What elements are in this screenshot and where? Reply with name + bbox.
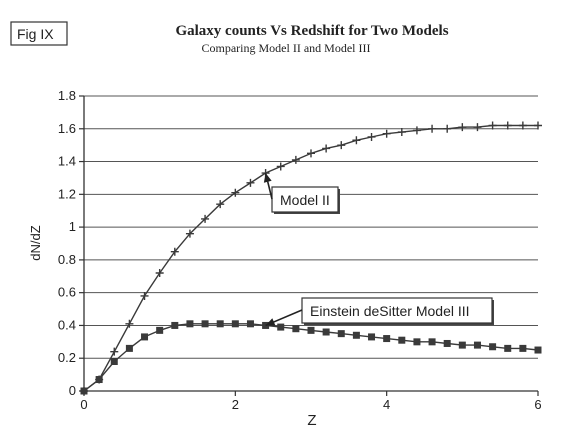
data-point-plus bbox=[534, 121, 542, 130]
y-tick-label: 0.2 bbox=[58, 350, 76, 365]
y-tick-label: 1 bbox=[69, 219, 76, 234]
data-point-plus bbox=[367, 132, 376, 141]
data-point-square bbox=[368, 333, 376, 341]
data-point-plus bbox=[110, 347, 119, 356]
callout-box bbox=[301, 297, 493, 324]
y-tick-label: 1.6 bbox=[58, 121, 76, 136]
data-point-plus bbox=[337, 141, 346, 150]
data-point-square bbox=[156, 326, 164, 334]
data-point-square bbox=[292, 325, 300, 333]
data-point-square bbox=[141, 333, 149, 341]
y-tick-label: 1.8 bbox=[58, 88, 76, 103]
data-point-square bbox=[201, 320, 209, 328]
data-point-plus bbox=[488, 121, 497, 130]
data-point-square bbox=[489, 343, 497, 351]
callout-arrowhead bbox=[265, 318, 276, 326]
x-axis-title: Z bbox=[307, 412, 316, 429]
chart-subtitle: Comparing Model II and Model III bbox=[202, 41, 371, 55]
data-point-square bbox=[458, 341, 466, 349]
data-point-plus bbox=[458, 123, 467, 132]
data-point-square bbox=[428, 338, 436, 346]
data-point-square bbox=[322, 328, 330, 336]
data-point-plus bbox=[503, 121, 512, 130]
data-point-plus bbox=[125, 319, 134, 328]
data-point-plus bbox=[140, 291, 149, 300]
data-point-plus bbox=[231, 188, 240, 197]
callout-model-iii: Einstein deSitter Model III bbox=[265, 297, 494, 327]
data-point-plus bbox=[291, 155, 300, 164]
data-point-plus bbox=[397, 128, 406, 137]
data-point-plus bbox=[276, 162, 285, 171]
data-point-square bbox=[125, 344, 133, 352]
data-point-plus bbox=[443, 124, 452, 133]
x-tick-label: 2 bbox=[232, 397, 239, 412]
data-point-square bbox=[413, 338, 421, 346]
data-point-plus bbox=[428, 124, 437, 133]
data-point-square bbox=[473, 341, 481, 349]
callout-arrowhead bbox=[263, 173, 272, 183]
data-point-square bbox=[110, 358, 118, 365]
series-model-ii bbox=[80, 121, 542, 395]
data-point-square bbox=[246, 320, 254, 328]
data-point-plus bbox=[155, 269, 164, 277]
figure-tag-box bbox=[10, 21, 68, 46]
y-axis-title: dN/dZ bbox=[28, 225, 43, 260]
callout-box bbox=[271, 186, 339, 213]
data-point-plus bbox=[216, 200, 225, 209]
data-point-plus bbox=[412, 126, 421, 135]
data-point-square bbox=[383, 335, 391, 343]
data-point-plus bbox=[170, 247, 179, 256]
x-tick-label: 4 bbox=[383, 397, 390, 412]
y-tick-label: 1.4 bbox=[58, 154, 76, 169]
y-tick-label: 0 bbox=[69, 383, 76, 398]
y-tick-label: 0.6 bbox=[58, 285, 76, 300]
data-point-square bbox=[277, 323, 285, 331]
figure-tag: Fig IX bbox=[17, 26, 54, 42]
data-point-square bbox=[352, 331, 360, 339]
callout-model-ii-label: Model II bbox=[280, 192, 330, 208]
data-point-plus bbox=[246, 178, 255, 187]
y-tick-label: 0.8 bbox=[58, 252, 76, 267]
data-point-square bbox=[95, 376, 103, 384]
data-point-plus bbox=[322, 144, 331, 153]
chart-title: Galaxy counts Vs Redshift for Two Models bbox=[175, 23, 448, 39]
callout-model-iii-label: Einstein deSitter Model III bbox=[310, 303, 470, 319]
data-point-square bbox=[307, 326, 315, 334]
data-point-plus bbox=[185, 229, 194, 238]
data-point-square bbox=[504, 344, 512, 352]
data-point-square bbox=[519, 344, 527, 352]
data-point-square bbox=[171, 321, 179, 329]
y-tick-label: 0.4 bbox=[58, 317, 76, 332]
data-point-square bbox=[216, 320, 224, 328]
x-tick-label: 0 bbox=[80, 397, 87, 412]
data-point-square bbox=[534, 346, 542, 354]
data-point-plus bbox=[473, 123, 482, 132]
data-point-plus bbox=[352, 136, 361, 145]
data-point-plus bbox=[382, 129, 391, 138]
data-point-square bbox=[186, 320, 194, 328]
y-tick-label: 1.2 bbox=[58, 186, 76, 201]
data-point-square bbox=[80, 387, 88, 395]
data-point-square bbox=[398, 336, 406, 344]
data-point-square bbox=[443, 339, 451, 347]
callout-model-ii: Model II bbox=[263, 172, 340, 214]
data-point-plus bbox=[201, 214, 210, 223]
data-point-square bbox=[337, 330, 345, 338]
data-point-square bbox=[231, 320, 239, 328]
x-tick-label: 6 bbox=[534, 397, 541, 412]
data-point-plus bbox=[307, 149, 315, 158]
data-point-plus bbox=[518, 121, 527, 130]
